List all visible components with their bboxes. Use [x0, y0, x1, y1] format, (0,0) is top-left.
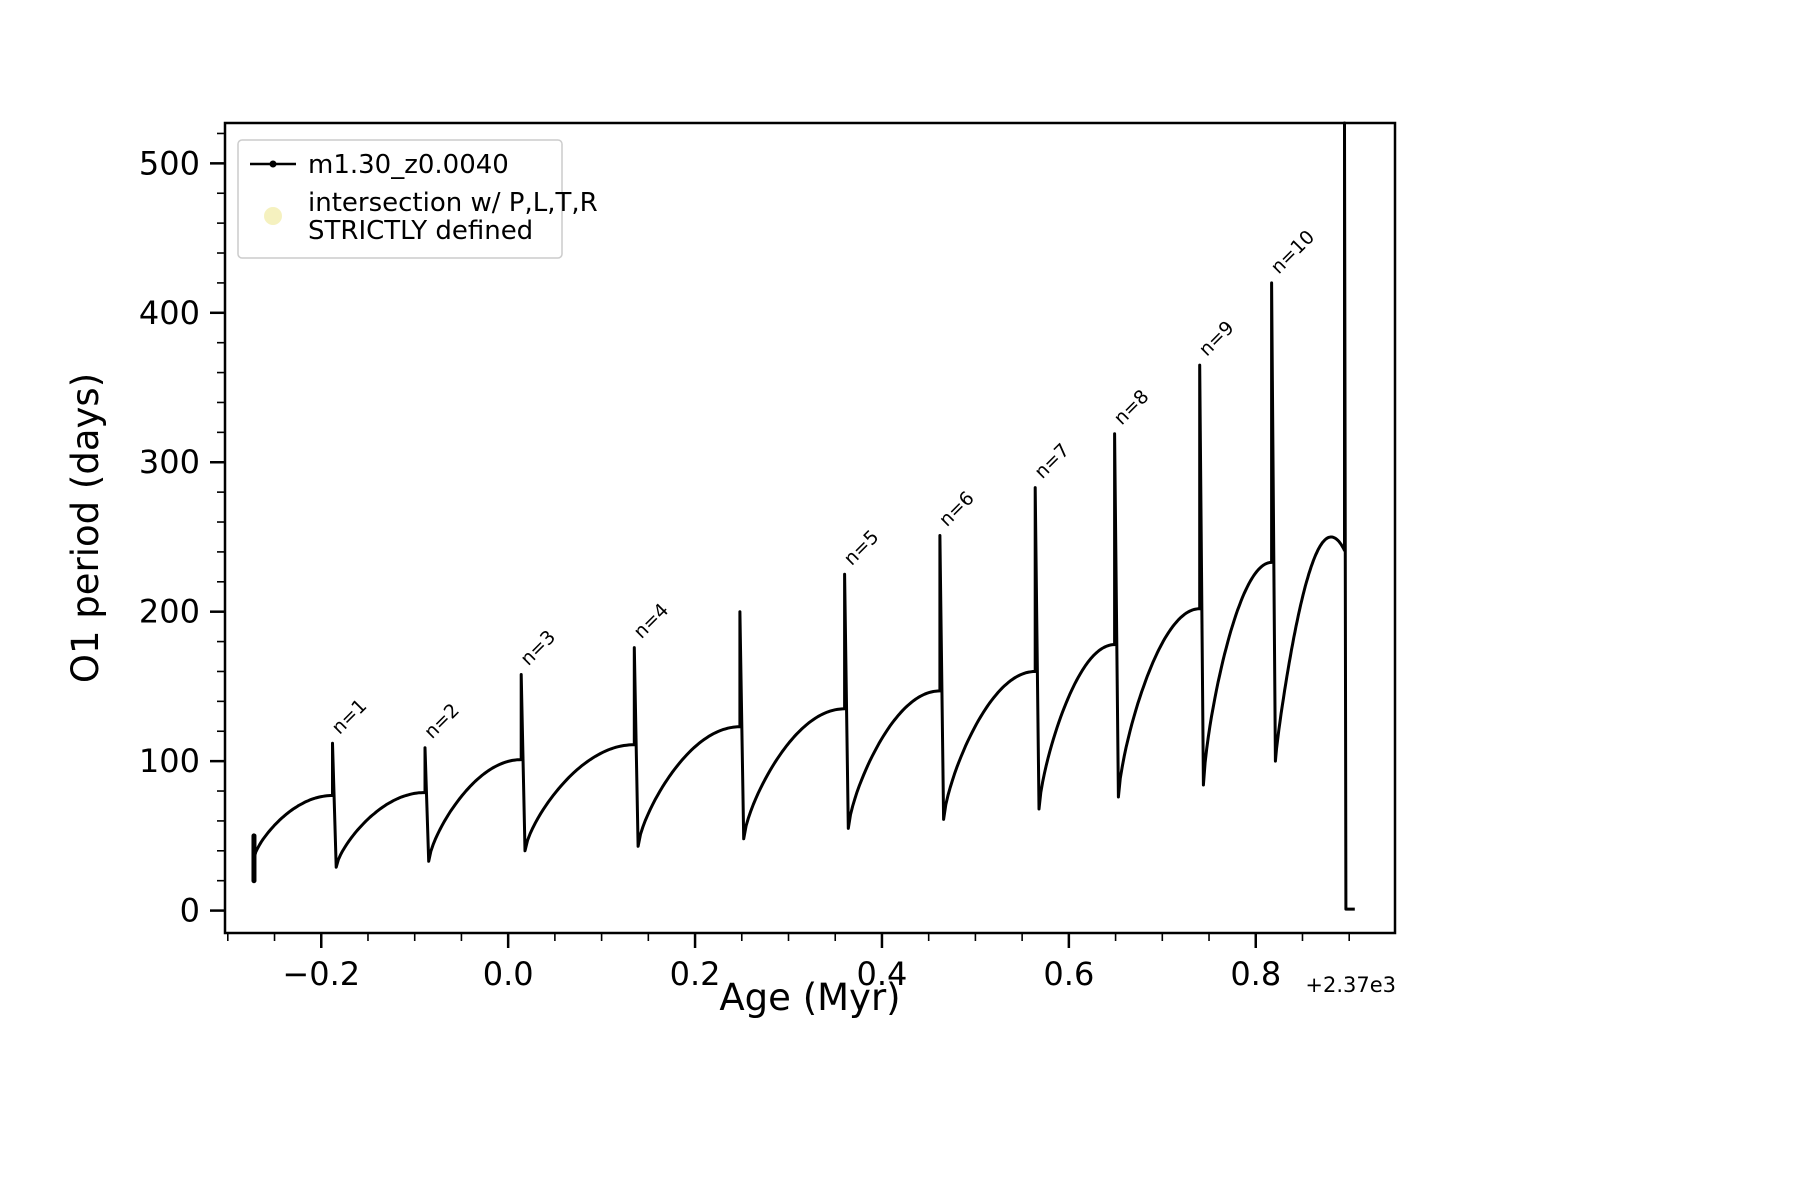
- x-tick-label: 0.6: [1043, 955, 1094, 993]
- spike-annotation-text: n=3: [516, 626, 560, 670]
- spike-annotation: n=2: [420, 699, 464, 743]
- spike-annotation-text: n=7: [1030, 439, 1074, 483]
- spike-annotation: n=4: [629, 599, 673, 643]
- x-tick-label: 0.8: [1230, 955, 1281, 993]
- spike-annotation: n=9: [1195, 317, 1239, 361]
- x-axis-label: Age (Myr): [719, 976, 900, 1019]
- legend-label-series: m1.30_z0.0040: [308, 150, 509, 180]
- legend-line-marker: [269, 160, 277, 168]
- y-tick-label: 400: [139, 294, 200, 332]
- spike-annotation-text: n=1: [327, 695, 371, 739]
- legend-intersection-marker: [264, 207, 282, 225]
- x-tick-label: −0.2: [282, 955, 360, 993]
- spike-annotation: n=8: [1110, 385, 1154, 429]
- y-tick-label: 500: [139, 144, 200, 182]
- spike-annotation: n=3: [516, 626, 560, 670]
- spike-annotation-text: n=6: [935, 487, 979, 531]
- y-axis-label: O1 period (days): [64, 373, 107, 683]
- spike-annotation-text: n=4: [629, 599, 673, 643]
- legend: m1.30_z0.0040 intersection w/ P,L,T,R ST…: [237, 139, 598, 259]
- legend-box: [237, 139, 563, 259]
- legend-label-intersection-line1: intersection w/ P,L,T,R: [308, 188, 598, 218]
- plot-frame: [223, 121, 1397, 935]
- y-tick-label: 300: [139, 443, 200, 481]
- x-tick-label: 0.2: [670, 955, 721, 993]
- spike-annotation-text: n=2: [420, 699, 464, 743]
- spike-annotation: n=10: [1267, 226, 1319, 278]
- x-tick-label: 0.4: [857, 955, 908, 993]
- x-tick-label: 0.0: [483, 955, 534, 993]
- legend-label-intersection-line2: STRICTLY defined: [308, 216, 533, 246]
- spike-annotation-text: n=5: [840, 526, 884, 570]
- y-tick-label: 100: [139, 742, 200, 780]
- series-line: [252, 121, 1355, 911]
- spike-annotation: n=6: [935, 487, 979, 531]
- spike-annotation-text: n=10: [1267, 226, 1319, 278]
- y-tick-label: 200: [139, 593, 200, 631]
- spike-annotation: n=7: [1030, 439, 1074, 483]
- spike-annotation-text: n=9: [1195, 317, 1239, 361]
- y-tick-label: 0: [180, 892, 200, 930]
- spike-annotation: n=5: [840, 526, 884, 570]
- spike-annotation: n=1: [327, 695, 371, 739]
- x-axis-offset-label: +2.37e3: [1305, 973, 1396, 997]
- spike-annotation-text: n=8: [1110, 385, 1154, 429]
